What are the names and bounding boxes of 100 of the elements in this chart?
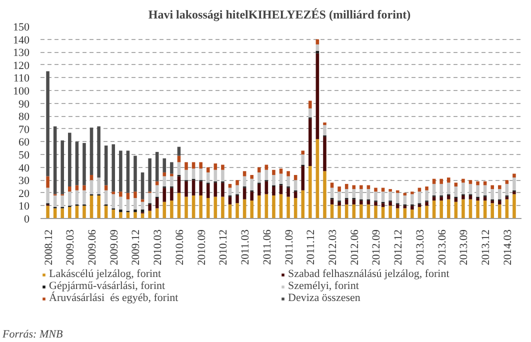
bar: [184, 181, 188, 197]
y-tick-label: 30: [18, 175, 30, 188]
bar: [410, 194, 414, 204]
bar: [388, 206, 392, 218]
legend-label: Lakáscélú jelzálog, forint: [49, 268, 162, 280]
chart-title: Havi lakossági hitelKIHELYEZÉS (milliárd forint): [148, 8, 411, 22]
bar: [53, 195, 57, 207]
x-tick-label: 2011.06: [261, 229, 274, 265]
bar: [104, 146, 108, 186]
bar: [134, 192, 137, 198]
bar: [250, 174, 254, 179]
bar: [272, 174, 276, 186]
bar: [60, 140, 64, 194]
bar: [272, 195, 276, 218]
bar: [148, 204, 152, 211]
bar: [177, 176, 181, 193]
bar: [75, 142, 79, 186]
bar: [374, 192, 378, 201]
bar: [97, 195, 100, 218]
bar: [46, 71, 50, 176]
bar: [374, 206, 378, 218]
bar: [381, 203, 385, 207]
bar: [316, 53, 320, 140]
bar: [90, 180, 94, 194]
bar: [483, 185, 487, 196]
bar: [446, 178, 450, 183]
bar: [498, 189, 502, 200]
x-tick-label: 2014.03: [502, 229, 514, 266]
legend-label: Gépjármű-vásárlási, forint: [49, 280, 166, 292]
bar: [308, 108, 312, 118]
bar: [440, 196, 443, 201]
bar: [308, 100, 312, 108]
bar: [126, 150, 130, 193]
bar: [388, 192, 392, 201]
bar: [323, 125, 326, 136]
bar: [440, 200, 443, 218]
bar: [498, 204, 502, 218]
y-tick-label: 90: [18, 98, 30, 110]
bar: [374, 202, 378, 206]
bar: [490, 200, 494, 204]
bar: [344, 184, 348, 190]
x-tick-label: 2009.03: [64, 229, 77, 266]
bar: [242, 188, 246, 200]
bar: [316, 39, 320, 44]
bar: [512, 192, 516, 194]
bar: [490, 185, 494, 190]
bar: [119, 150, 122, 192]
bar: [338, 206, 341, 218]
bar: [199, 195, 202, 218]
bar: [272, 186, 276, 196]
bar: [257, 184, 261, 196]
legend-label: Szabad felhasználású jelzálog, forint: [288, 268, 450, 280]
x-tick-label: 2010.09: [196, 229, 208, 266]
bar: [214, 170, 218, 182]
bar: [279, 194, 283, 218]
x-tick-label: 2012.12: [392, 230, 405, 266]
bar: [170, 188, 174, 201]
bar: [410, 206, 414, 210]
bar: [352, 185, 356, 190]
bar: [228, 184, 232, 188]
x-tick-label: 2013.12: [480, 230, 492, 266]
bar: [301, 166, 305, 190]
bar: [184, 196, 188, 218]
bar: [221, 182, 224, 197]
bar: [134, 212, 137, 218]
bar: [498, 185, 502, 190]
bar: [316, 139, 320, 218]
y-tick-label: 110: [13, 72, 30, 85]
bar: [214, 196, 218, 218]
bar: [425, 206, 428, 218]
bar: [286, 176, 290, 186]
x-tick-label: 2011.09: [283, 229, 296, 265]
x-tick-label: 2008.12: [42, 230, 55, 266]
bar: [388, 189, 392, 192]
bar: [97, 126, 100, 178]
bar: [112, 192, 116, 194]
bar: [323, 136, 326, 172]
bar: [410, 210, 414, 218]
bar: [286, 196, 290, 218]
bar: [104, 190, 108, 204]
bar: [206, 172, 210, 183]
bar: [403, 206, 407, 208]
bar: [170, 162, 174, 174]
bar: [228, 196, 232, 204]
bar: [272, 170, 276, 175]
bar: [82, 190, 86, 204]
bar: [250, 200, 254, 218]
y-tick-label: 80: [18, 111, 30, 124]
bar: [468, 195, 472, 200]
bar: [236, 180, 239, 186]
bar: [126, 192, 130, 200]
bar: [119, 192, 122, 197]
bar: [46, 206, 50, 218]
bar: [264, 194, 268, 218]
bar: [60, 208, 64, 218]
bar: [454, 186, 458, 197]
bar: [192, 168, 196, 179]
bar: [68, 192, 72, 206]
bar: [192, 180, 196, 196]
legend-label: Deviza összesen: [288, 292, 362, 304]
